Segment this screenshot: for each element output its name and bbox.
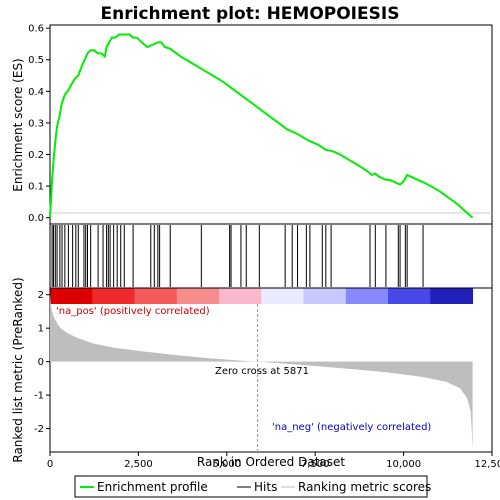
neg-correlated-label: 'na_neg' (negatively correlated)	[272, 422, 431, 433]
metric-y-tick-label: -1	[34, 391, 44, 402]
x-tick-label: 2,500	[124, 459, 153, 470]
zero-cross-label: Zero cross at 5871	[215, 366, 309, 377]
enrichment-profile-line	[49, 33, 474, 219]
es-y-tick-label: 0.5	[28, 55, 44, 66]
es-y-tick-label: 0.1	[28, 182, 44, 193]
metric-y-tick-label: 1	[38, 324, 44, 335]
heat-bar-segment	[261, 288, 305, 304]
metric-y-tick-label: 0	[38, 357, 44, 368]
legend-hits-label: Hits	[254, 480, 277, 494]
es-y-tick-label: 0.2	[28, 150, 44, 161]
heat-bar-segment	[345, 288, 389, 304]
es-panel: 0.0 0.1 0.2 0.3 0.4 0.5 0.6	[28, 24, 493, 225]
x-tick-label: 0	[47, 459, 53, 470]
es-y-tick-label: 0.3	[28, 118, 44, 129]
metric-y-axis: 2 1 0 -1 -2	[34, 290, 50, 435]
x-axis: 0 2,500 5,000 7,500 10,000 12,500	[47, 452, 500, 470]
heat-bar-segment	[219, 288, 262, 304]
metric-panel-frame	[49, 287, 493, 453]
metric-y-tick-label: -2	[34, 424, 44, 435]
heat-bar-segment	[430, 288, 474, 304]
heat-bar-segment	[134, 288, 178, 304]
hits-panel	[49, 223, 493, 304]
es-y-tick-label: 0.0	[28, 213, 44, 224]
ranking-metric-area	[50, 293, 473, 449]
hits-panel-frame	[49, 223, 493, 289]
es-y-axis-label: Enrichment score (ES)	[11, 58, 25, 191]
x-tick-label: 10,000	[386, 459, 421, 470]
legend-profile-label: Enrichment profile	[97, 480, 208, 494]
es-y-axis: 0.0 0.1 0.2 0.3 0.4 0.5 0.6	[28, 24, 50, 224]
heat-bar-segment	[50, 288, 93, 304]
es-panel-frame	[49, 24, 493, 225]
x-tick-label: 7,500	[301, 459, 330, 470]
heat-bar-segment	[303, 288, 347, 304]
legend-metric-label: Ranking metric scores	[298, 480, 431, 494]
x-tick-label: 5,000	[212, 459, 241, 470]
metric-y-tick-label: 2	[38, 290, 44, 301]
legend: Enrichment profile Hits Ranking metric s…	[74, 475, 431, 498]
metric-y-axis-label: Ranked list metric (PreRanked)	[11, 277, 25, 462]
rank-heat-bar	[50, 288, 474, 304]
chart-title: Enrichment plot: HEMOPOIESIS	[101, 4, 400, 24]
metric-panel: 2 1 0 -1 -2 'na_pos' (positively correlated)…	[34, 287, 493, 453]
x-tick-label: 12,500	[475, 459, 500, 470]
es-y-tick-label: 0.6	[28, 24, 44, 35]
hit-markers	[51, 225, 424, 287]
heat-bar-segment	[388, 288, 431, 304]
heat-bar-segment	[92, 288, 136, 304]
x-axis-label: Rank in Ordered Dataset	[197, 455, 345, 469]
pos-correlated-label: 'na_pos' (positively correlated)	[56, 306, 210, 317]
heat-bar-segment	[176, 288, 220, 304]
es-y-tick-label: 0.4	[28, 87, 44, 98]
